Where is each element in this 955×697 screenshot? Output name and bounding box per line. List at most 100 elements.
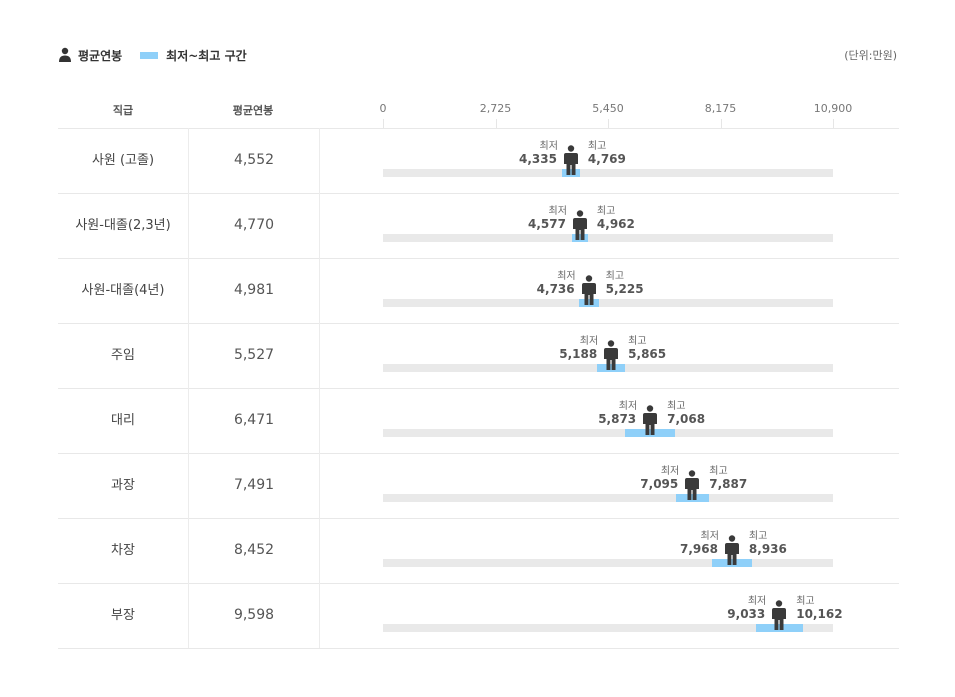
salary-track xyxy=(383,169,833,177)
min-caption: 최저 xyxy=(557,271,576,282)
table-row: 부장 9,598 최저 9,033 최고 10,162 xyxy=(58,583,899,648)
legend-avg-label: 평균연봉 xyxy=(78,48,123,63)
row-divider xyxy=(58,583,899,584)
min-value: 5,873 xyxy=(598,412,637,426)
avg-person-marker-icon xyxy=(724,535,739,565)
avg-value: 4,552 xyxy=(188,128,320,193)
table-row: 사원-대졸(2,3년) 4,770 최저 4,577 최고 4,962 xyxy=(58,193,899,258)
grade-label: 차장 xyxy=(111,543,135,558)
min-caption: 최저 xyxy=(539,141,558,152)
max-value: 10,162 xyxy=(796,607,843,621)
range-swatch xyxy=(140,51,159,59)
min-caption: 최저 xyxy=(618,401,638,412)
min-value: 4,335 xyxy=(518,152,557,166)
max-value: 4,962 xyxy=(596,217,635,231)
max-value: 8,936 xyxy=(748,542,787,556)
avg-person-marker-icon xyxy=(572,210,587,240)
legend: 평균연봉 최저~최고 구간 xyxy=(58,46,247,64)
min-value: 4,577 xyxy=(527,217,566,231)
avg-value: 9,598 xyxy=(188,583,320,648)
legend-range-label: 최저~최고 구간 xyxy=(166,48,247,63)
max-value: 5,865 xyxy=(628,347,667,361)
axis-tick-label: 0 xyxy=(379,102,387,115)
min-value: 5,188 xyxy=(559,347,598,361)
avg-value: 4,981 xyxy=(188,258,320,323)
grade-label: 사원 (고졸) xyxy=(91,153,155,168)
table-header: 직급 평균연봉 0 2,725 5,450 8,175 10,900 xyxy=(58,100,899,128)
axis-tick-label: 2,725 xyxy=(479,102,512,115)
table-row: 사원-대졸(4년) 4,981 최저 4,736 최고 5,225 xyxy=(58,258,899,323)
axis-tick-mark xyxy=(833,119,834,128)
salary-track xyxy=(383,429,833,437)
axis-tick-mark xyxy=(495,119,497,128)
salary-track xyxy=(383,494,833,502)
min-value: 7,095 xyxy=(640,477,679,491)
salary-range-bar xyxy=(755,624,803,632)
max-caption: 최고 xyxy=(628,336,647,347)
row-divider xyxy=(58,388,899,389)
grade-label: 주임 xyxy=(111,348,135,363)
axis-tick-label: 8,175 xyxy=(704,102,737,115)
min-value: 7,968 xyxy=(679,542,718,556)
axis-tick-label: 10,900 xyxy=(813,102,853,115)
header-grade: 직급 xyxy=(112,104,134,117)
avg-value: 7,491 xyxy=(188,453,320,518)
salary-range-bar xyxy=(625,429,675,437)
table-row: 사원 (고졸) 4,552 최저 4,335 최고 4,769 xyxy=(58,128,899,193)
axis-tick-mark xyxy=(608,119,609,128)
axis-tick-mark xyxy=(720,119,722,128)
avg-value: 4,770 xyxy=(188,193,320,258)
avg-person-marker-icon xyxy=(685,470,700,500)
min-caption: 최저 xyxy=(660,466,680,477)
max-caption: 최고 xyxy=(605,271,625,282)
avg-person-marker-icon xyxy=(581,275,596,305)
salary-range-bar xyxy=(561,169,580,177)
salary-range-bar xyxy=(571,234,588,242)
salary-range-bar xyxy=(578,299,599,307)
row-divider xyxy=(58,193,899,194)
max-value: 5,225 xyxy=(605,282,644,296)
salary-track xyxy=(383,299,833,307)
min-caption: 최저 xyxy=(747,596,767,607)
min-value: 9,033 xyxy=(727,607,766,621)
max-caption: 최고 xyxy=(748,531,768,542)
min-value: 4,736 xyxy=(536,282,575,296)
table-row: 과장 7,491 최저 7,095 최고 7,887 xyxy=(58,453,899,518)
grade-label: 부장 xyxy=(111,608,135,623)
max-caption: 최고 xyxy=(596,206,616,217)
max-caption: 최고 xyxy=(667,401,686,412)
salary-track xyxy=(383,234,833,242)
row-divider xyxy=(58,453,899,454)
grade-label: 사원-대졸(2,3년) xyxy=(75,218,171,233)
header-avg: 평균연봉 xyxy=(232,104,274,117)
min-caption: 최저 xyxy=(700,531,719,542)
max-caption: 최고 xyxy=(587,141,607,152)
max-caption: 최고 xyxy=(796,596,815,607)
salary-range-bar xyxy=(675,494,709,502)
avg-person-marker-icon xyxy=(643,405,658,435)
row-divider xyxy=(58,323,899,324)
avg-value: 8,452 xyxy=(188,518,320,583)
grade-label: 사원-대졸(4년) xyxy=(81,283,165,298)
salary-track xyxy=(383,559,833,567)
person-icon xyxy=(59,47,71,62)
row-divider xyxy=(58,128,899,129)
table-row: 차장 8,452 최저 7,968 최고 8,936 xyxy=(58,518,899,583)
axis-tick-label: 5,450 xyxy=(592,102,624,115)
max-caption: 최고 xyxy=(709,466,728,477)
salary-range-bar xyxy=(711,559,752,567)
table-row: 대리 6,471 최저 5,873 최고 7,068 xyxy=(58,388,899,453)
axis-tick-mark xyxy=(383,119,384,128)
grade-label: 과장 xyxy=(111,478,135,493)
avg-value: 5,527 xyxy=(188,323,320,388)
avg-value: 6,471 xyxy=(188,388,320,453)
unit-label: (단위:만원) xyxy=(844,49,897,62)
salary-track xyxy=(383,624,833,632)
min-caption: 최저 xyxy=(579,336,599,347)
avg-person-marker-icon xyxy=(604,340,619,370)
avg-person-marker-icon xyxy=(772,600,787,630)
salary-range-bar xyxy=(597,364,626,372)
row-divider xyxy=(58,518,899,519)
row-divider xyxy=(58,258,899,259)
min-caption: 최저 xyxy=(548,206,567,217)
